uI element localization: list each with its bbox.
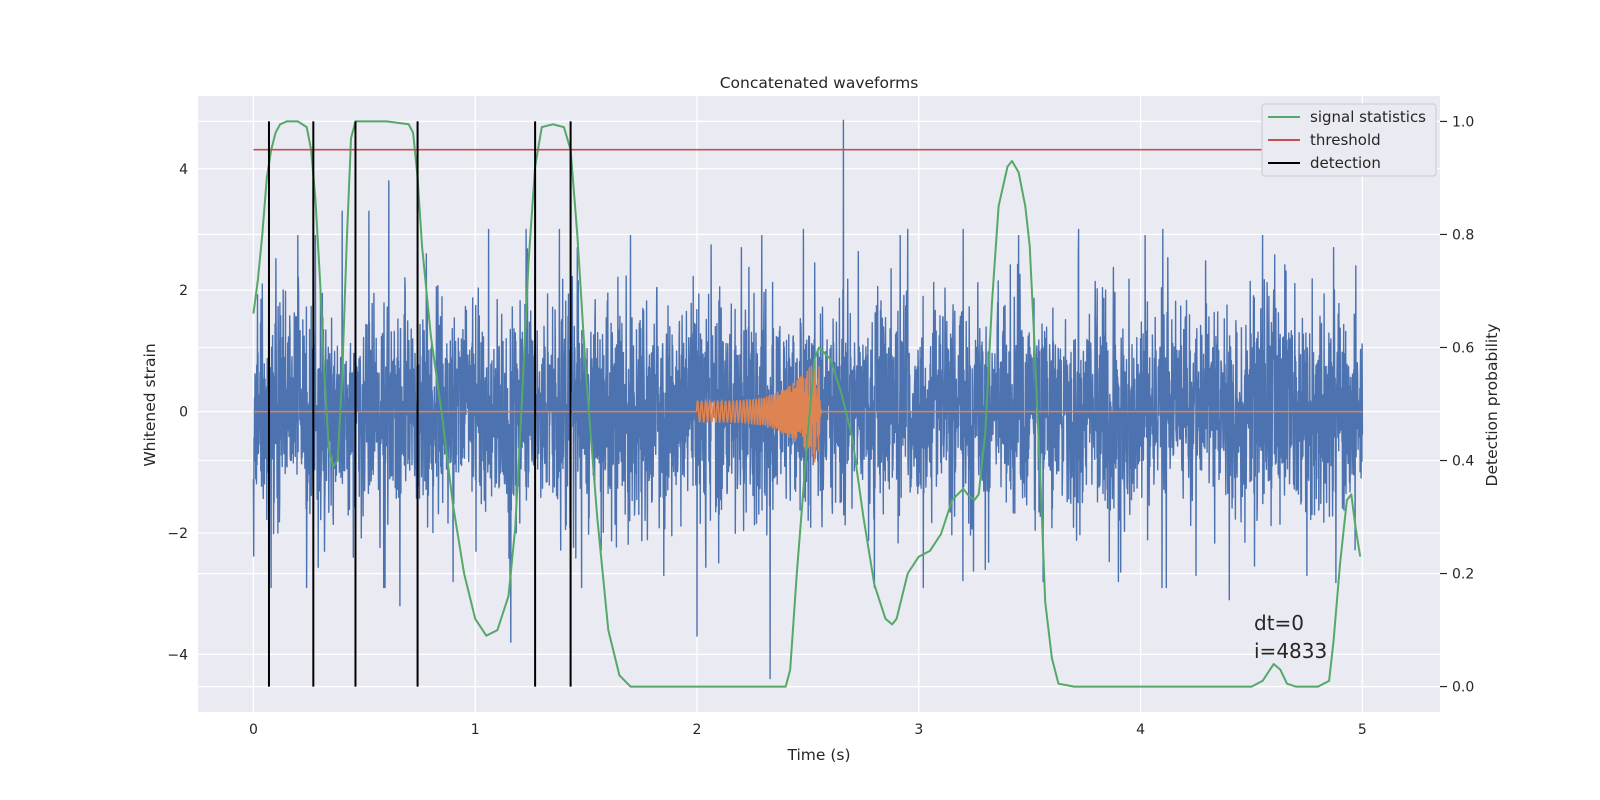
y-axis-label: Whitened strain xyxy=(141,343,159,466)
x-tick-label: 5 xyxy=(1358,722,1367,738)
x-tick-label: 3 xyxy=(914,722,923,738)
x-axis-label: Time (s) xyxy=(786,746,850,764)
y-right-tick-label: 0.6 xyxy=(1452,340,1474,356)
signal-statistics-line xyxy=(252,120,1362,688)
x-tick-label: 0 xyxy=(249,722,258,738)
y-tick-label: 4 xyxy=(179,162,188,178)
legend-detection-label: detection xyxy=(1310,154,1381,172)
y-right-tick-label: 1.0 xyxy=(1452,114,1474,130)
detection-series xyxy=(267,121,572,687)
axis-ticks: 0 1 2 3 4 5 −4 −2 0 2 4 0.0 0.2 0.4 0.6 0.8 1.0 xyxy=(167,114,1474,738)
x-tick-label: 2 xyxy=(693,722,702,738)
legend: signal statistics threshold detection xyxy=(1261,103,1437,177)
y-right-tick-label: 0.4 xyxy=(1452,454,1474,470)
annotation-dt: dt=0 xyxy=(1254,611,1304,635)
annotation-index: i=4833 xyxy=(1254,639,1327,663)
y-tick-label: −2 xyxy=(167,526,188,542)
y-right-tick-label: 0.2 xyxy=(1452,567,1474,583)
x-tick-label: 4 xyxy=(1136,722,1145,738)
y-tick-label: −4 xyxy=(167,647,188,663)
legend-signal-statistics-label: signal statistics xyxy=(1310,108,1426,126)
y-tick-label: 0 xyxy=(179,405,188,421)
injection-line xyxy=(253,361,1363,463)
injection-waveform-series xyxy=(253,361,1363,463)
y-right-tick-label: 0.0 xyxy=(1452,680,1474,696)
x-tick-label: 1 xyxy=(471,722,480,738)
y-tick-label: 2 xyxy=(179,283,188,299)
noise-strain-series xyxy=(252,119,1364,680)
signal-statistics-series xyxy=(252,120,1362,688)
y-right-tick-label: 0.8 xyxy=(1452,227,1474,243)
legend-box xyxy=(1261,103,1437,177)
noise-strain-line xyxy=(252,119,1364,680)
y-axis-right-label: Detection probability xyxy=(1483,324,1501,487)
legend-threshold-label: threshold xyxy=(1310,131,1381,149)
chart-title: Concatenated waveforms xyxy=(720,74,919,92)
